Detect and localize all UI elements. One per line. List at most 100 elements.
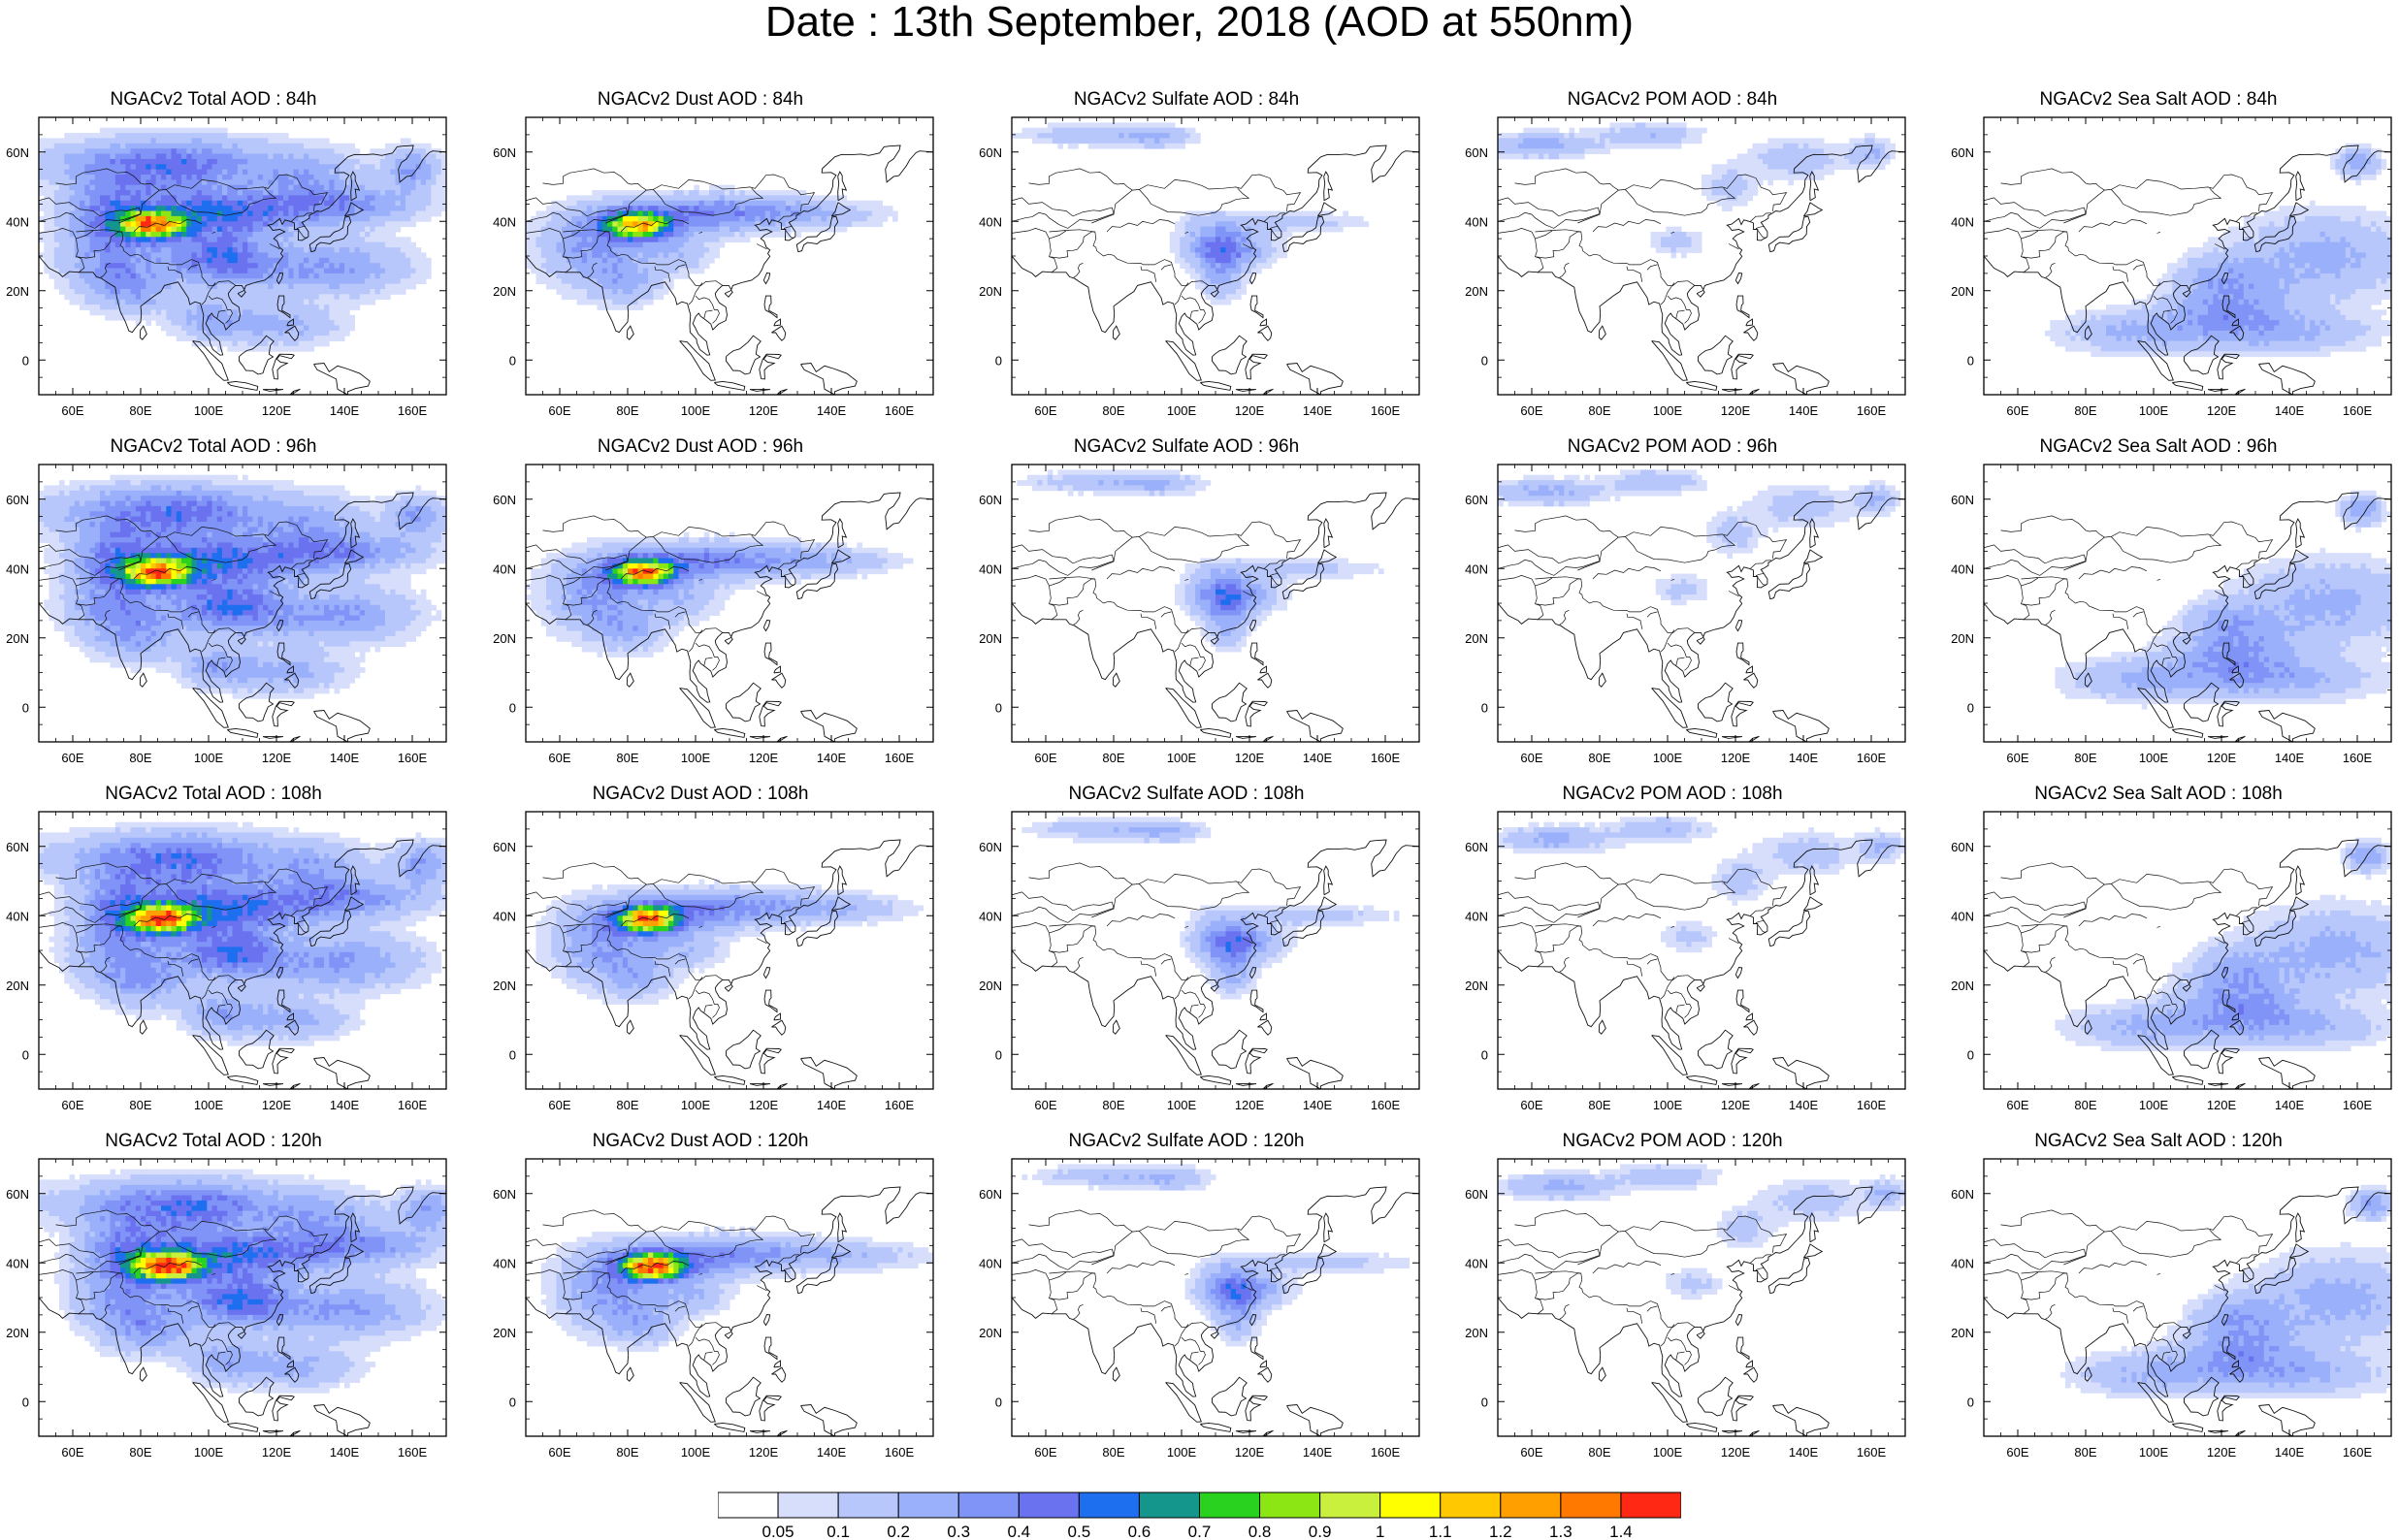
lon-tick-label: 60E xyxy=(2006,751,2028,763)
lat-tick-label: 0 xyxy=(509,1395,516,1409)
lon-tick-label: 80E xyxy=(616,403,638,416)
lat-tick-label: 40N xyxy=(1465,214,1488,229)
panel-title: NGACv2 Total AOD : 108h xyxy=(0,785,427,804)
lat-tick-label: 60N xyxy=(6,1187,29,1202)
lat-tick-label: 0 xyxy=(509,353,516,368)
colorbar: 0.05 0.1 0.2 0.3 0.4 0.5 0.6 0.7 0.8 0.9 1 1.1 1.2 1.… xyxy=(718,1492,1681,1540)
coastlines xyxy=(39,144,446,395)
map-panel-total-120h: NGACv2 Total AOD : 120h 60E 80E 100E 120E 140… xyxy=(0,1132,447,1458)
lat-tick-label: 0 xyxy=(995,353,1002,368)
lon-tick-label: 60E xyxy=(2006,403,2028,416)
panel-title: NGACv2 Sulfate AOD : 108h xyxy=(973,785,1400,804)
lat-tick-label: 20N xyxy=(1951,1326,1974,1340)
lon-tick-label: 80E xyxy=(1102,1445,1124,1458)
lat-tick-label: 40N xyxy=(6,561,29,576)
colorbar-label: 1.4 xyxy=(1609,1523,1633,1540)
map-panel-pom-120h: NGACv2 POM AOD : 120h 60E 80E 100E 120E 140E 1… xyxy=(1459,1132,1906,1458)
lat-tick-label: 60N xyxy=(6,493,29,507)
lon-tick-label: 100E xyxy=(1653,751,1683,763)
coastlines xyxy=(1984,144,2391,395)
lat-tick-label: 60N xyxy=(1465,493,1488,507)
lon-tick-label: 120E xyxy=(749,403,779,416)
lon-tick-label: 60E xyxy=(548,1445,570,1458)
aod-map: 60E 80E 100E 120E 140E 160E 60N 40N 20N 0 xyxy=(979,811,1420,1110)
lon-tick-label: 60E xyxy=(2006,1445,2028,1458)
colorbar-swatch xyxy=(1500,1492,1562,1519)
lon-tick-label: 160E xyxy=(885,751,915,763)
lat-tick-label: 60N xyxy=(1951,493,1974,507)
panel-title: NGACv2 POM AOD : 96h xyxy=(1459,437,1886,457)
lat-tick-label: 0 xyxy=(995,700,1002,715)
aod-field xyxy=(39,821,446,1089)
lat-tick-label: 60N xyxy=(979,840,1002,854)
lon-tick-label: 60E xyxy=(61,1445,83,1458)
lon-tick-label: 80E xyxy=(129,1445,151,1458)
colorbar-swatch xyxy=(1138,1492,1201,1519)
colorbar-swatch xyxy=(897,1492,959,1519)
coastlines xyxy=(1012,492,1419,742)
lon-tick-label: 140E xyxy=(1789,403,1819,416)
lon-tick-label: 60E xyxy=(1520,1445,1542,1458)
panel-title: NGACv2 Sea Salt AOD : 96h xyxy=(1945,437,2372,457)
colorbar-swatch xyxy=(1379,1492,1442,1519)
lat-tick-label: 20N xyxy=(1951,979,1974,993)
colorbar-label: 0.05 xyxy=(762,1523,794,1540)
lon-tick-label: 100E xyxy=(1653,1445,1683,1458)
aod-map: 60E 80E 100E 120E 140E 160E 60N 40N 20N 0 xyxy=(1951,116,2392,416)
lat-tick-label: 0 xyxy=(1967,1047,1974,1062)
lat-tick-label: 20N xyxy=(493,1326,516,1340)
lat-tick-label: 40N xyxy=(6,214,29,229)
lon-tick-label: 140E xyxy=(817,1098,847,1110)
lat-tick-label: 40N xyxy=(979,214,1002,229)
panel-title: NGACv2 Total AOD : 120h xyxy=(0,1132,427,1151)
lon-tick-label: 100E xyxy=(2139,403,2169,416)
colorbar-label: 0.3 xyxy=(947,1523,970,1540)
map-panel-total-96h: NGACv2 Total AOD : 96h 60E 80E 100E 120E 140E… xyxy=(0,437,447,763)
coastlines xyxy=(526,1186,933,1436)
aod-field xyxy=(526,144,933,395)
lon-tick-label: 140E xyxy=(1303,403,1333,416)
aod-field xyxy=(1012,1164,1419,1436)
lon-tick-label: 80E xyxy=(1102,751,1124,763)
lon-tick-label: 120E xyxy=(262,751,292,763)
lat-tick-label: 40N xyxy=(1951,1256,1974,1270)
lon-tick-label: 160E xyxy=(398,751,428,763)
map-panel-dust-108h: NGACv2 Dust AOD : 108h 60E 80E 100E 120E 140E… xyxy=(487,785,934,1110)
colorbar-swatch xyxy=(1319,1492,1381,1519)
lat-tick-label: 40N xyxy=(493,214,516,229)
lon-tick-label: 80E xyxy=(1588,751,1610,763)
coastlines xyxy=(39,492,446,742)
lon-tick-label: 100E xyxy=(681,1098,711,1110)
lon-tick-label: 120E xyxy=(749,1445,779,1458)
aod-map: 60E 80E 100E 120E 140E 160E 60N 40N 20N 0 xyxy=(493,116,934,416)
map-panel-sulfate-120h: NGACv2 Sulfate AOD : 120h 60E 80E 100E 120E 1… xyxy=(973,1132,1420,1458)
colorbar-label: 1.3 xyxy=(1549,1523,1572,1540)
lat-tick-label: 60N xyxy=(6,840,29,854)
lon-tick-label: 140E xyxy=(817,751,847,763)
lat-tick-label: 0 xyxy=(22,353,29,368)
lat-tick-label: 0 xyxy=(1481,1395,1488,1409)
lon-tick-label: 100E xyxy=(194,403,224,416)
coastlines xyxy=(526,492,933,742)
lon-tick-label: 140E xyxy=(330,751,360,763)
lat-tick-label: 20N xyxy=(1951,284,1974,299)
aod-map: 60E 80E 100E 120E 140E 160E 60N 40N 20N 0 xyxy=(1465,811,1906,1110)
lon-tick-label: 160E xyxy=(2343,403,2373,416)
lon-tick-label: 60E xyxy=(1520,751,1542,763)
lon-tick-label: 80E xyxy=(2074,1445,2096,1458)
lon-tick-label: 120E xyxy=(1721,403,1751,416)
lat-tick-label: 20N xyxy=(493,631,516,646)
map-panel-total-84h: NGACv2 Total AOD : 84h 60E 80E 100E 120E 140E… xyxy=(0,90,447,416)
lon-tick-label: 120E xyxy=(1235,403,1265,416)
lon-tick-label: 140E xyxy=(330,1098,360,1110)
lon-tick-label: 140E xyxy=(2275,751,2305,763)
lat-tick-label: 60N xyxy=(493,840,516,854)
map-panel-pom-84h: NGACv2 POM AOD : 84h 60E 80E 100E 120E 140E 16… xyxy=(1459,90,1906,416)
lon-tick-label: 160E xyxy=(2343,1445,2373,1458)
lat-tick-label: 40N xyxy=(493,561,516,576)
lat-tick-label: 40N xyxy=(979,561,1002,576)
panel-title: NGACv2 POM AOD : 108h xyxy=(1459,785,1886,804)
lon-tick-label: 140E xyxy=(1789,1098,1819,1110)
lon-tick-label: 160E xyxy=(885,403,915,416)
lon-tick-label: 80E xyxy=(129,751,151,763)
